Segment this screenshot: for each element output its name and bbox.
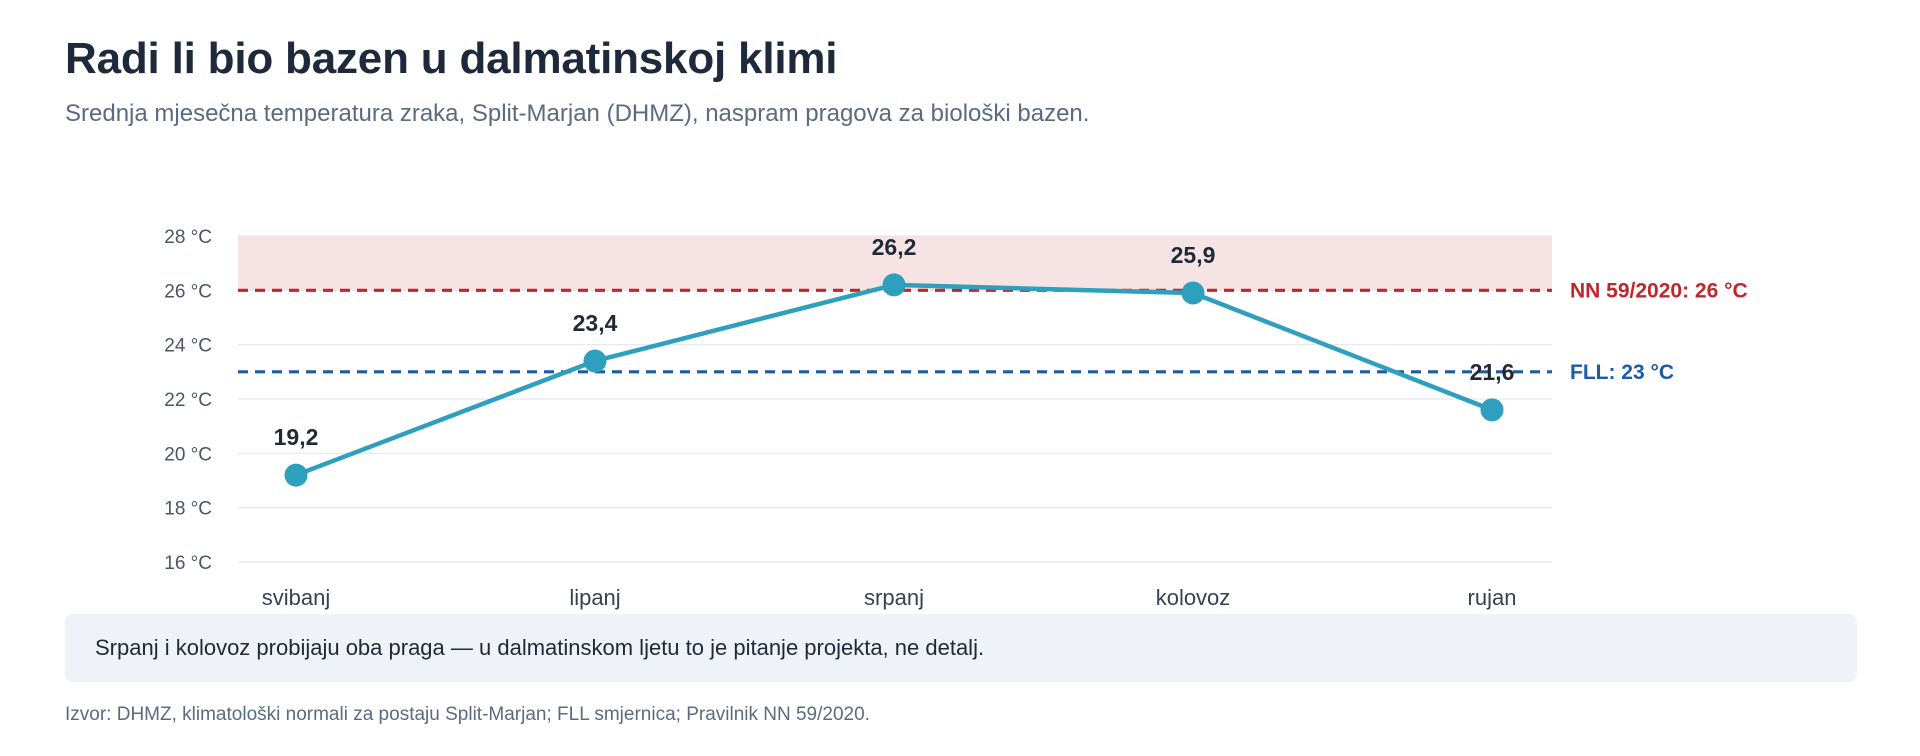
x-tick-label: rujan	[1468, 585, 1517, 610]
series-layer	[284, 273, 1504, 487]
source-footnote: Izvor: DHMZ, klimatološki normali za pos…	[65, 704, 870, 725]
callout-note-text: Srpanj i kolovoz probijaju oba praga — u…	[95, 635, 985, 660]
data-label: 23,4	[573, 310, 618, 336]
data-label: 19,2	[274, 424, 319, 450]
x-tick-label: lipanj	[569, 585, 620, 610]
temperature-line-chart: 16 °C 18 °C 20 °C 22 °C 24 °C 26 °C 28 °C sviba…	[164, 227, 1748, 610]
x-tick-label: kolovoz	[1156, 585, 1231, 610]
y-tick-label: 26 °C	[164, 281, 212, 302]
y-tick-label: 20 °C	[164, 444, 212, 465]
threshold-label: FLL: 23 °C	[1570, 361, 1674, 384]
data-point	[1181, 281, 1205, 305]
data-point	[882, 273, 906, 297]
data-point	[284, 463, 308, 487]
y-tick-label: 22 °C	[164, 390, 212, 411]
callout-note: Srpanj i kolovoz probijaju oba praga — u…	[65, 614, 1857, 682]
y-tick-label: 16 °C	[164, 553, 212, 574]
x-tick-label: svibanj	[262, 585, 330, 610]
label-layer: 19,2 23,4 26,2 25,9 21,6	[274, 234, 1515, 450]
threshold-label: NN 59/2020: 26 °C	[1570, 279, 1748, 302]
y-tick-label: 24 °C	[164, 336, 212, 357]
y-tick-label: 28 °C	[164, 227, 212, 248]
data-point	[583, 349, 607, 373]
threshold-layer: NN 59/2020: 26 °C FLL: 23 °C	[238, 279, 1748, 384]
page-title: Radi li bio bazen u dalmatinskoj klimi	[65, 34, 838, 83]
series-line	[293, 282, 1495, 478]
data-label: 26,2	[872, 234, 917, 260]
data-point	[1480, 398, 1504, 422]
page-subtitle: Srednja mjesečna temperatura zraka, Spli…	[65, 100, 1090, 127]
x-tick-label: srpanj	[864, 585, 924, 610]
data-label: 25,9	[1171, 242, 1216, 268]
data-label: 21,6	[1470, 359, 1515, 385]
y-tick-label: 18 °C	[164, 499, 212, 520]
